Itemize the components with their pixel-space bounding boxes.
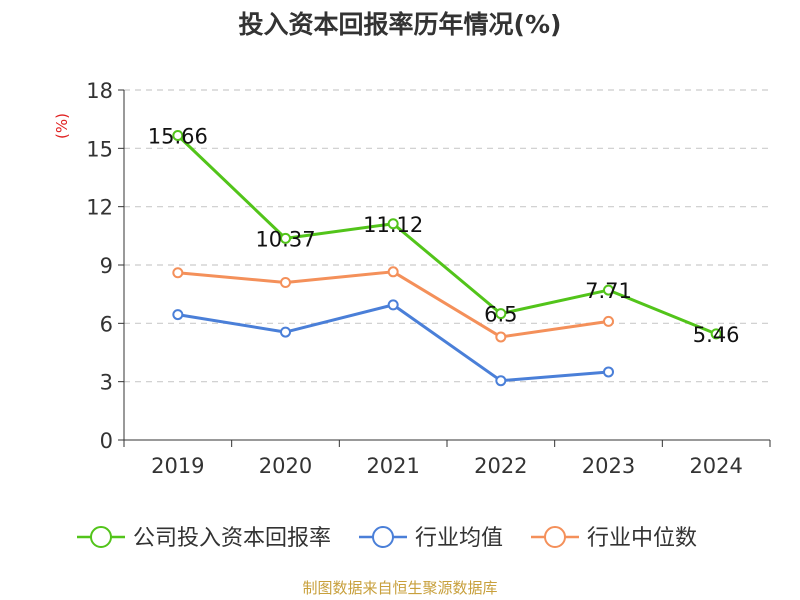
data-labels: 15.66 10.37 11.12 6.5 7.71 5.46 bbox=[148, 125, 740, 347]
series-line bbox=[176, 134, 717, 336]
data-label: 10.37 bbox=[255, 227, 315, 251]
legend-item-0: 公司投入资本回报率 bbox=[77, 526, 331, 551]
x-tick-label: 2023 bbox=[582, 454, 635, 478]
legend-label: 行业中位数 bbox=[587, 526, 697, 551]
data-point bbox=[387, 218, 399, 230]
data-point bbox=[387, 266, 399, 278]
x-tick-label: 2024 bbox=[689, 454, 742, 478]
data-point bbox=[172, 309, 184, 321]
legend-label: 行业均值 bbox=[415, 526, 503, 551]
y-tick-label: 9 bbox=[100, 254, 113, 278]
data-label: 15.66 bbox=[148, 125, 208, 149]
legend-item-2: 行业中位数 bbox=[531, 526, 697, 551]
axes: 0 3 6 9 12 15 18 2019 2020 2021 2022 2023 2024 bbox=[86, 79, 771, 478]
data-label: 6.5 bbox=[484, 303, 517, 327]
x-tick-label: 2019 bbox=[151, 454, 204, 478]
legend: 公司投入资本回报率 行业均值 行业中位数 bbox=[77, 526, 697, 551]
data-point bbox=[280, 277, 291, 288]
data-point bbox=[495, 308, 507, 320]
data-point bbox=[495, 331, 507, 343]
data-point bbox=[172, 267, 184, 279]
y-tick-label: 3 bbox=[100, 371, 113, 395]
data-point bbox=[603, 366, 614, 378]
data-point bbox=[603, 284, 614, 296]
y-tick-label: 0 bbox=[100, 429, 113, 453]
legend-label: 公司投入资本回报率 bbox=[133, 526, 331, 551]
series-layer bbox=[172, 130, 722, 387]
data-point bbox=[280, 232, 291, 244]
legend-swatch-marker bbox=[372, 526, 394, 548]
data-label: 11.12 bbox=[363, 213, 423, 237]
legend-swatch-marker bbox=[90, 526, 112, 548]
grid-lines bbox=[124, 89, 770, 383]
series-2 bbox=[172, 266, 614, 343]
y-axis-unit: (%) bbox=[53, 113, 71, 139]
y-tick-label: 6 bbox=[100, 312, 113, 336]
data-point bbox=[387, 299, 399, 311]
legend-swatch-marker bbox=[544, 526, 566, 548]
y-tick-label: 15 bbox=[86, 137, 113, 161]
x-tick-label: 2020 bbox=[259, 454, 312, 478]
data-point bbox=[280, 326, 291, 338]
y-tick-label: 12 bbox=[86, 196, 113, 220]
data-point bbox=[172, 130, 184, 141]
series-line bbox=[177, 303, 609, 383]
data-point bbox=[710, 328, 722, 340]
legend-item-1: 行业均值 bbox=[359, 526, 503, 551]
data-label: 7.71 bbox=[585, 279, 632, 303]
source-note: 制图数据来自恒生聚源数据库 bbox=[302, 579, 497, 597]
y-tick-label: 18 bbox=[86, 79, 113, 103]
data-point bbox=[603, 315, 614, 327]
series-1 bbox=[172, 299, 614, 387]
data-point bbox=[495, 375, 507, 387]
x-tick-label: 2022 bbox=[474, 454, 527, 478]
x-tick-label: 2021 bbox=[366, 454, 419, 478]
data-label: 5.46 bbox=[693, 323, 740, 347]
chart-title: 投入资本回报率历年情况(%) bbox=[239, 10, 562, 39]
series-0 bbox=[172, 130, 722, 340]
